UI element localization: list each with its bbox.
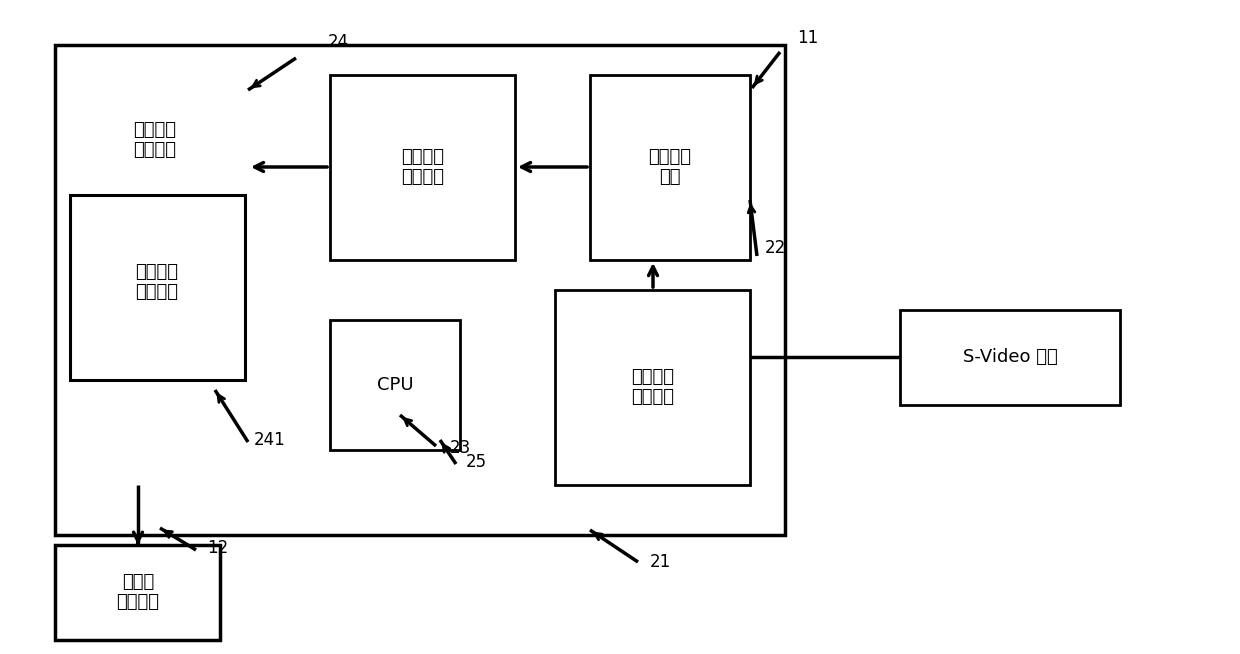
Text: S-Video 信号: S-Video 信号 bbox=[962, 348, 1058, 366]
Bar bbox=[55, 545, 219, 640]
Text: 信号转换
机构: 信号转换 机构 bbox=[649, 148, 692, 186]
Text: 21: 21 bbox=[650, 553, 671, 571]
Text: 12: 12 bbox=[207, 539, 228, 557]
Text: 11: 11 bbox=[797, 29, 818, 47]
Text: 图像数据
接收机构: 图像数据 接收机构 bbox=[631, 368, 675, 406]
Text: 显示与
输出机构: 显示与 输出机构 bbox=[117, 573, 160, 611]
Bar bbox=[590, 75, 750, 260]
Text: 22: 22 bbox=[764, 239, 786, 257]
Text: 241: 241 bbox=[254, 431, 286, 449]
Bar bbox=[900, 310, 1120, 405]
Bar bbox=[55, 45, 785, 535]
Bar bbox=[556, 290, 750, 485]
Text: 23: 23 bbox=[449, 439, 471, 457]
Text: CPU: CPU bbox=[377, 376, 413, 394]
Bar bbox=[330, 320, 460, 450]
Text: 纵切图像
处理部件: 纵切图像 处理部件 bbox=[135, 263, 179, 301]
Bar bbox=[330, 75, 515, 260]
Bar bbox=[69, 195, 246, 380]
Text: 24: 24 bbox=[327, 33, 348, 51]
Text: 25: 25 bbox=[465, 453, 486, 471]
Text: 数字图像
解析机构: 数字图像 解析机构 bbox=[402, 148, 444, 186]
Text: 数字图像
处理机构: 数字图像 处理机构 bbox=[134, 120, 176, 160]
